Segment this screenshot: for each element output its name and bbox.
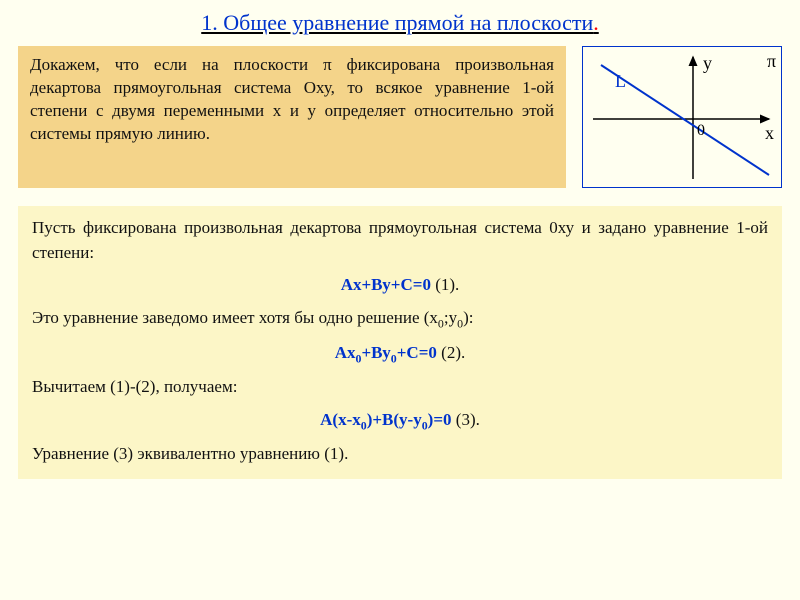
proof-p1: Пусть фиксирована произвольная декартова…: [32, 216, 768, 265]
eq3-body: А(х-х0)+В(у-у0)=0: [320, 410, 451, 429]
svg-text:0: 0: [697, 122, 705, 139]
eq2-body: Ах0+Ву0+С=0: [335, 343, 437, 362]
top-row: Докажем, что если на плоскости π фиксиро…: [18, 46, 782, 188]
p2b: ;y: [444, 308, 457, 327]
p2c: ):: [463, 308, 473, 327]
diagram: L у х π 0: [582, 46, 782, 188]
svg-text:х: х: [765, 123, 774, 143]
slide: 1. Общее уравнение прямой на плоскости. …: [0, 0, 800, 600]
title-dot: .: [593, 10, 599, 35]
page-title: 1. Общее уравнение прямой на плоскости.: [18, 10, 782, 36]
eq3-num: (3).: [452, 410, 480, 429]
title-text: 1. Общее уравнение прямой на плоскости: [201, 10, 593, 35]
intro-text: Докажем, что если на плоскости π фиксиро…: [30, 55, 554, 143]
eq3a: А(х-х: [320, 410, 361, 429]
eq3b: )+В(у-у: [367, 410, 422, 429]
eq2c: +С=0: [397, 343, 437, 362]
svg-text:π: π: [767, 51, 776, 71]
equation-3: А(х-х0)+В(у-у0)=0 (3).: [32, 408, 768, 435]
p2a: Это уравнение заведомо имеет хотя бы одн…: [32, 308, 438, 327]
eq2a: Ах: [335, 343, 356, 362]
svg-text:у: у: [703, 53, 712, 73]
eq3c: )=0: [428, 410, 452, 429]
proof-box: Пусть фиксирована произвольная декартова…: [18, 206, 782, 479]
svg-text:L: L: [615, 71, 626, 91]
eq2-num: (2).: [437, 343, 465, 362]
proof-p4: Уравнение (3) эквивалентно уравнению (1)…: [32, 442, 768, 467]
coord-plane-svg: L у х π 0: [583, 47, 783, 187]
intro-box: Докажем, что если на плоскости π фиксиро…: [18, 46, 566, 188]
proof-p3: Вычитаем (1)-(2), получаем:: [32, 375, 768, 400]
proof-p2: Это уравнение заведомо имеет хотя бы одн…: [32, 306, 768, 333]
equation-2: Ах0+Ву0+С=0 (2).: [32, 341, 768, 368]
eq1-num: (1).: [431, 275, 459, 294]
eq1-body: Ах+Ву+С=0: [341, 275, 431, 294]
equation-1: Ах+Ву+С=0 (1).: [32, 273, 768, 298]
eq2b: +Ву: [361, 343, 390, 362]
